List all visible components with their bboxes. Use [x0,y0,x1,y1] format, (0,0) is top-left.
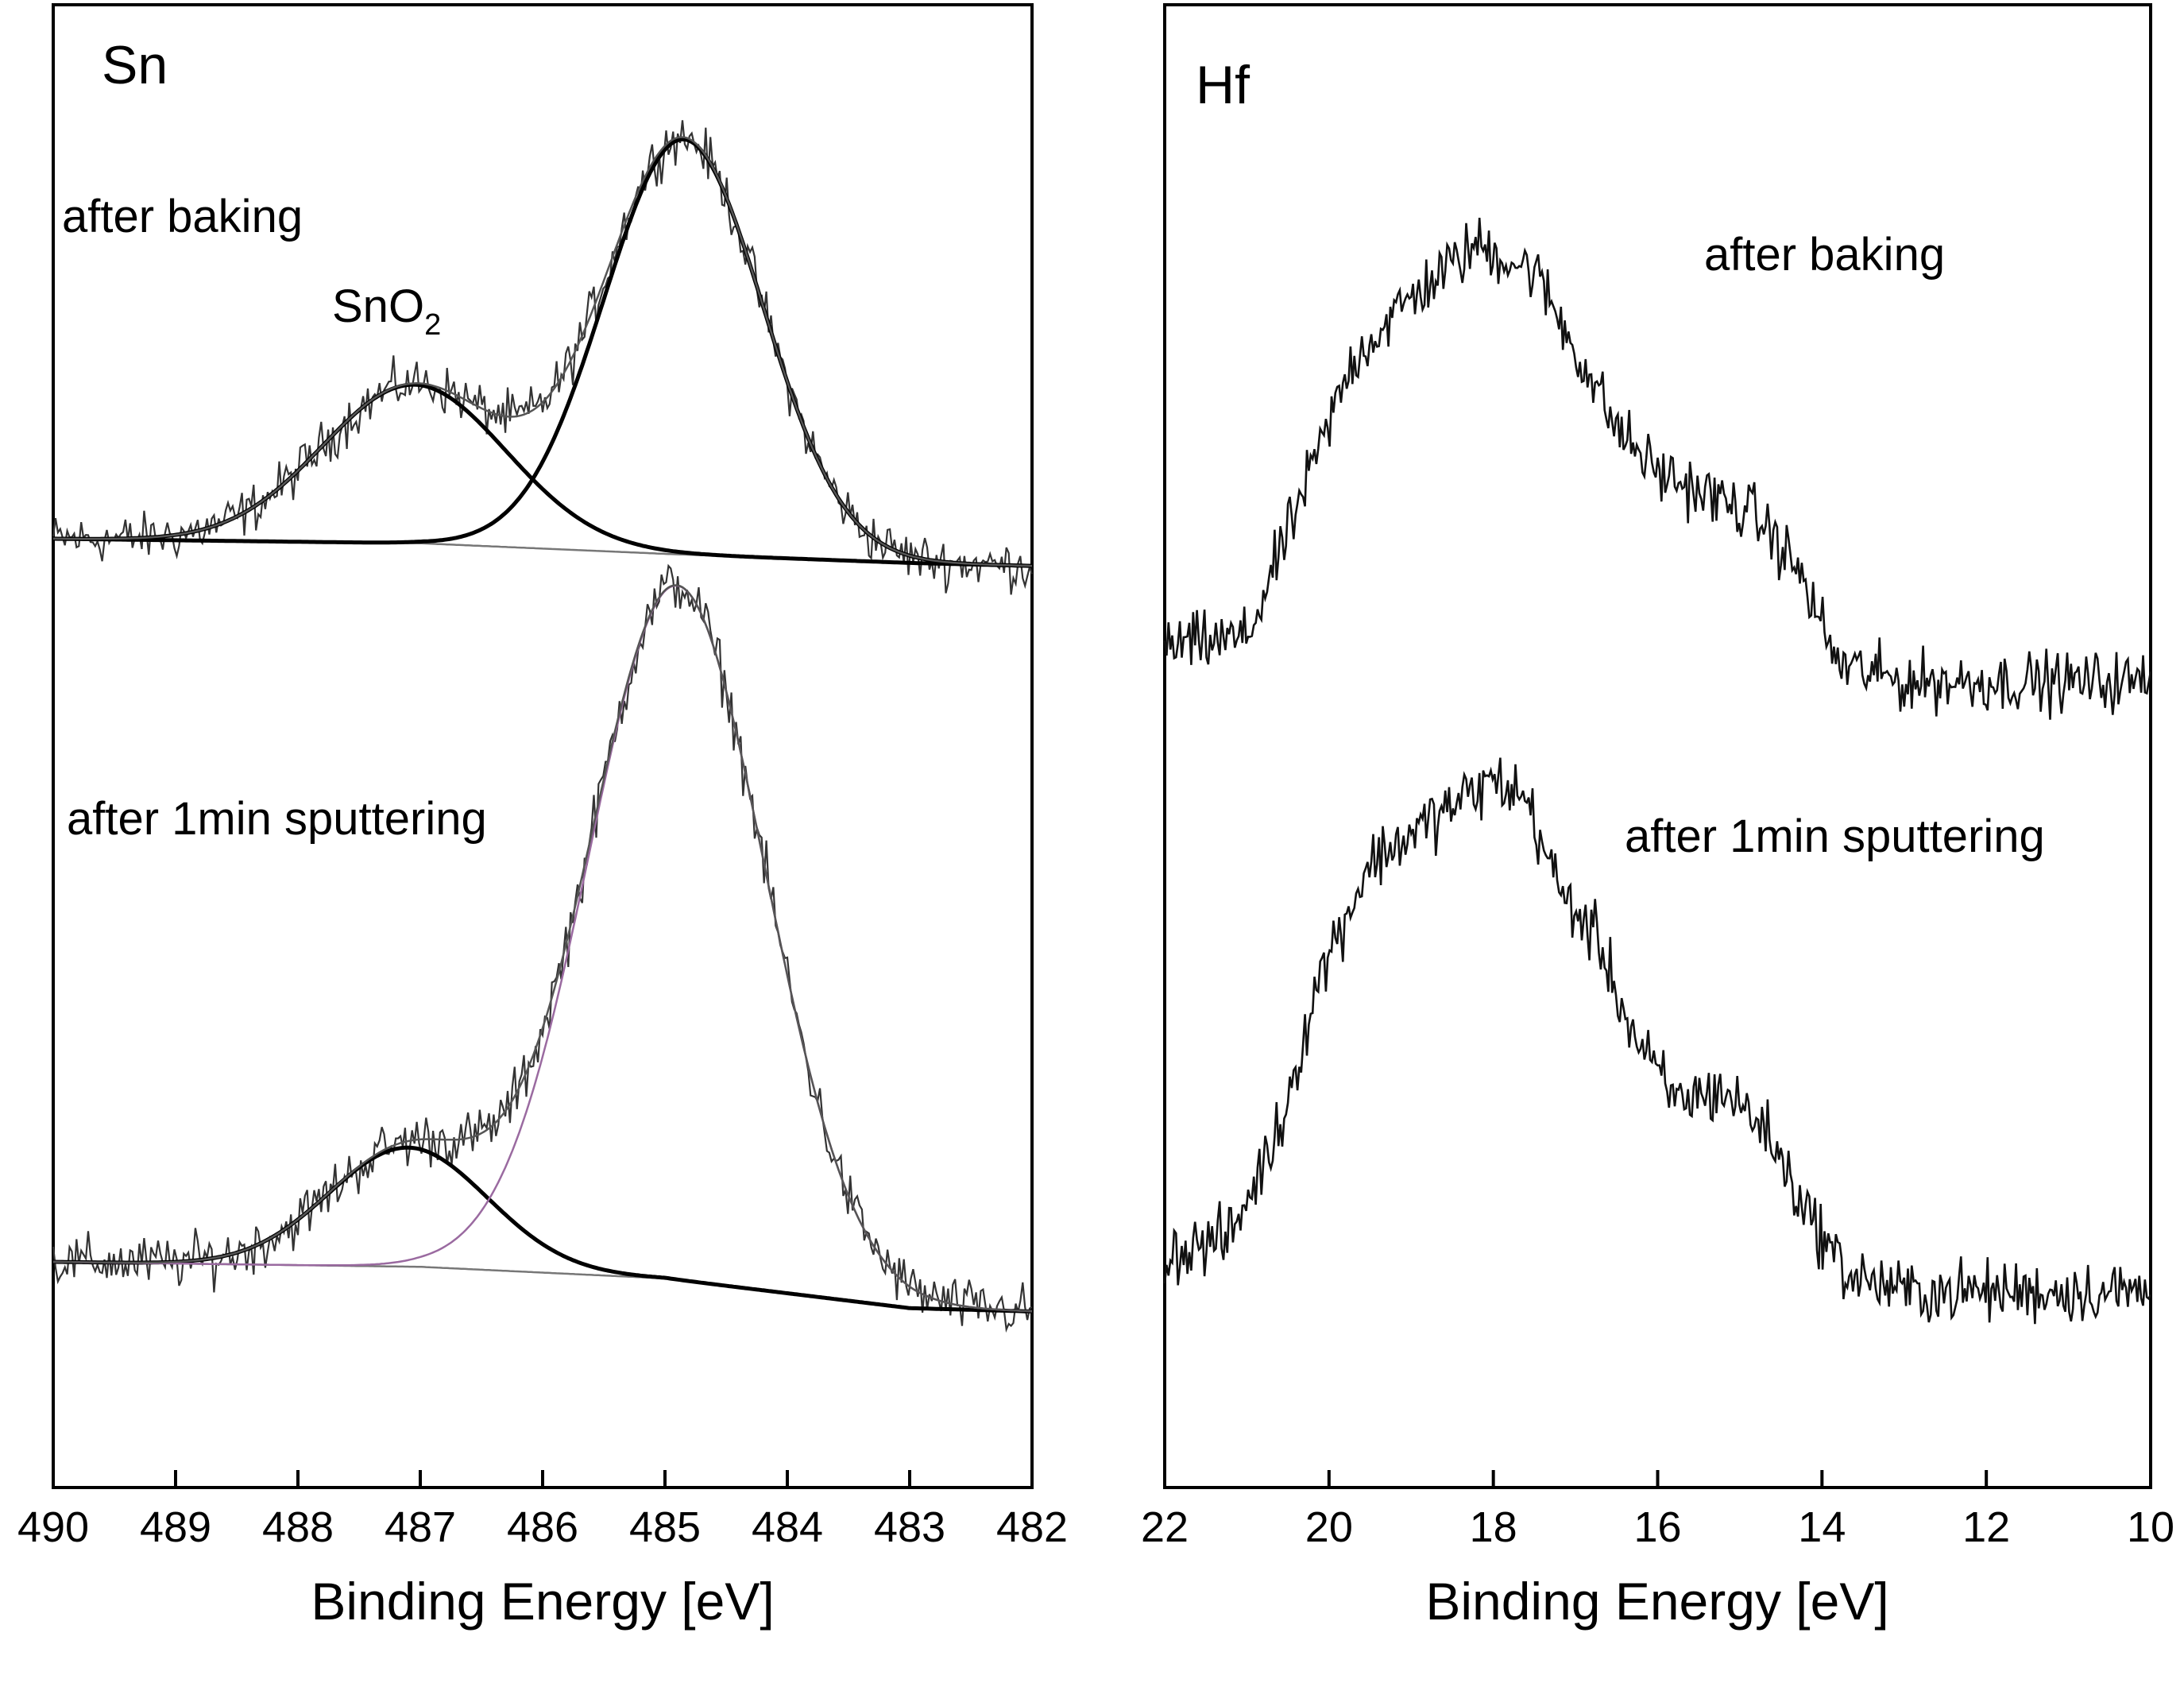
sn-annotation-sno2: SnO2 [332,280,441,342]
sn-x-tick-label: 485 [629,1503,701,1551]
sn-envelope-fit-sputtering [53,584,1033,1313]
sn-x-tick-label: 482 [996,1503,1068,1551]
sn-envelope-fit-baking [53,136,1033,567]
sn-x-tick-label: 490 [17,1503,89,1551]
sn-x-tick-label: 483 [874,1503,945,1551]
sn-x-tick-label: 484 [752,1503,823,1551]
hf-raw-spectrum-sputtering [1163,757,2152,1325]
sn-raw-spectrum-baking [52,120,1034,595]
hf-curves [1163,218,2152,1325]
sn-x-tick-label: 489 [140,1503,211,1551]
sn-annotation-after-sputtering: after 1min sputtering [67,793,487,845]
hf-plot-frame [1163,3,2152,1489]
hf-panel-label: Hf [1196,55,1250,115]
hf-panel: Hf after baking after 1min sputtering 22… [1141,3,2174,1631]
hf-x-tick-label: 10 [2127,1503,2174,1551]
hf-x-tick-label: 12 [1962,1503,2010,1551]
hf-x-axis-label: Binding Energy [eV] [1425,1572,1888,1631]
sn-x-tick-label: 487 [385,1503,456,1551]
hf-annotation-after-sputtering: after 1min sputtering [1625,811,2045,862]
sn-panel: Sn after baking SnO2 after 1min sputteri… [17,3,1068,1631]
hf-x-tick-label: 14 [1798,1503,1846,1551]
sn-curves [52,120,1034,1333]
hf-x-tick-label: 20 [1305,1503,1353,1551]
hf-x-ticks: 22 20 18 16 14 12 10 [1141,1470,2174,1551]
sn-x-tick-label: 488 [262,1503,334,1551]
hf-x-tick-label: 16 [1633,1503,1681,1551]
hf-x-tick-label: 22 [1141,1503,1189,1551]
hf-annotation-after-baking: after baking [1704,229,1945,280]
sn-x-axis-label: Binding Energy [eV] [311,1572,774,1631]
hf-x-tick-label: 18 [1470,1503,1517,1551]
sn-panel-label: Sn [102,35,168,95]
sn-x-tick-label: 486 [507,1503,578,1551]
hf-raw-spectrum-baking [1163,218,2152,720]
sn-sno2-peak-fit-sputtering [53,1145,1033,1314]
sn-raw-spectrum-sputtering [52,563,1033,1333]
sn-metal-peak-fit-sputtering [53,584,1033,1313]
sn-annotation-after-baking: after baking [62,191,303,242]
sn-x-ticks: 490 489 488 487 486 485 484 483 482 [17,1470,1068,1551]
